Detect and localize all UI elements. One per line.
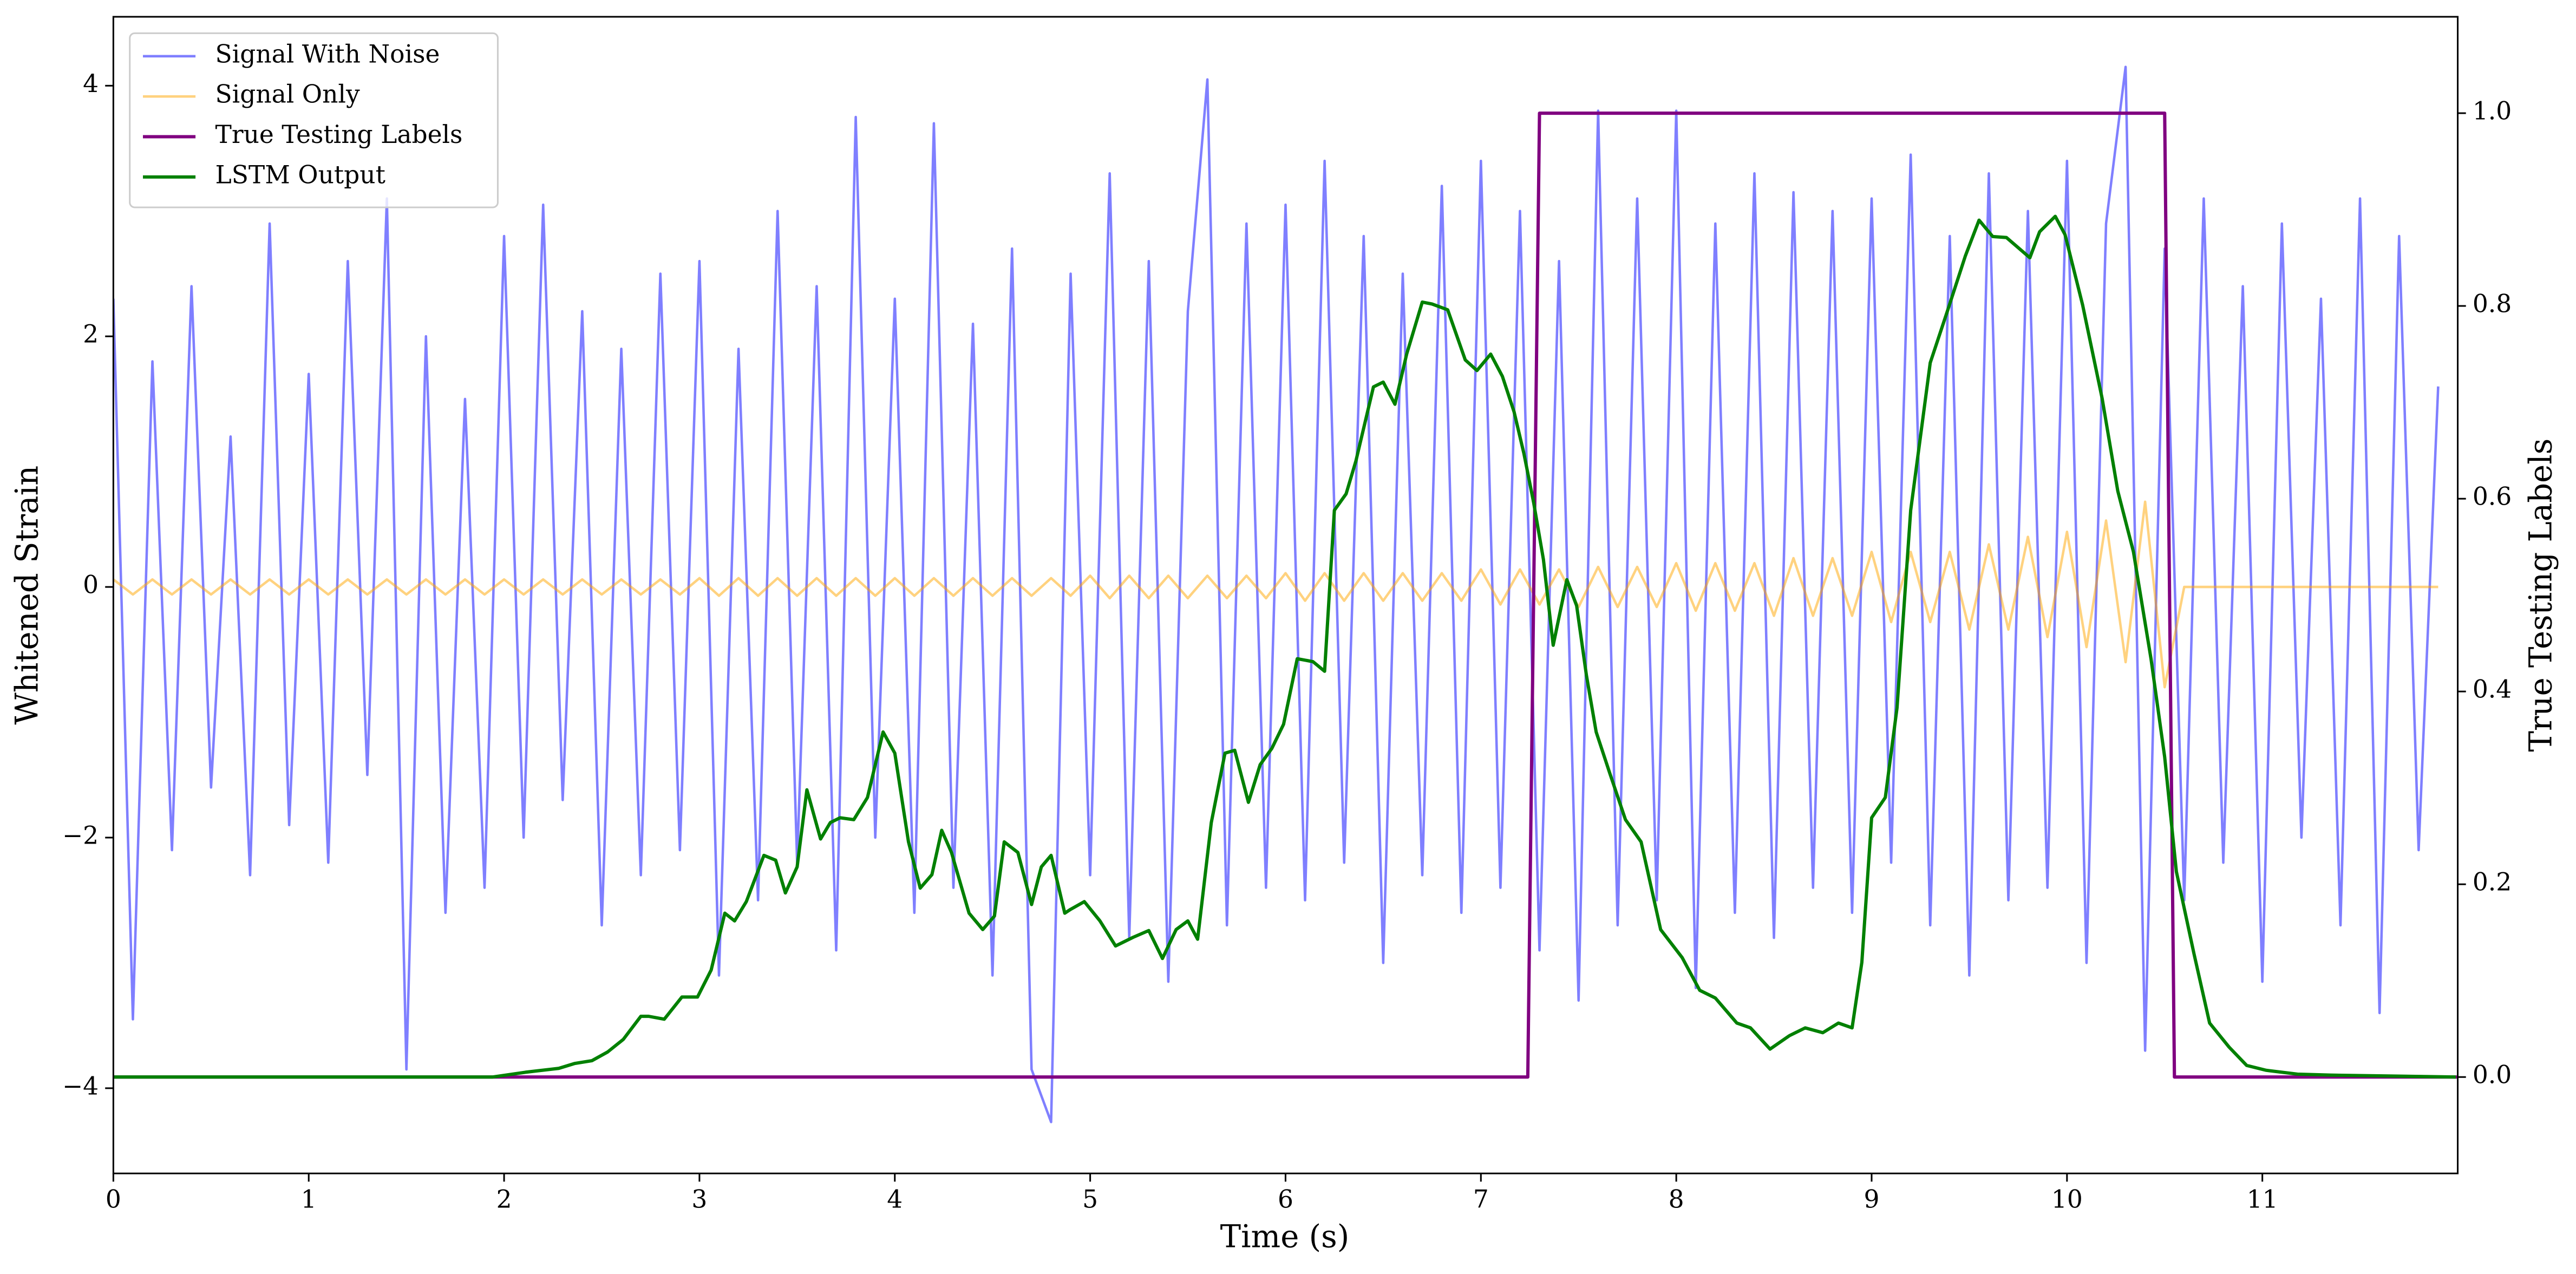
y2-tick-label: 0.2: [2473, 868, 2512, 897]
x-tick-label: 6: [1278, 1185, 1293, 1213]
x-axis-label: Time (s): [1220, 1218, 1350, 1255]
legend-label: LSTM Output: [215, 160, 385, 189]
y2-tick-label: 0.4: [2473, 675, 2512, 704]
legend-label: True Testing Labels: [215, 120, 463, 149]
y-tick-label: 4: [83, 69, 99, 98]
x-tick-label: 3: [691, 1185, 707, 1213]
plot-area: [113, 66, 2458, 1123]
y-tick-label: 2: [83, 320, 99, 349]
series-line: [113, 111, 2458, 1079]
y2-tick-label: 1.0: [2473, 97, 2512, 126]
y2-tick-label: 0.0: [2473, 1061, 2512, 1089]
x-tick-label: 1: [301, 1185, 317, 1213]
y2-tick-label: 0.6: [2473, 482, 2512, 511]
x-tick-label: 7: [1473, 1185, 1489, 1213]
series-line: [113, 214, 2456, 1079]
axes-frame: [112, 16, 2459, 1174]
y2-tick-label: 0.8: [2473, 290, 2512, 318]
y-tick-label: −4: [62, 1072, 99, 1100]
x-tick-label: 5: [1082, 1185, 1098, 1213]
x-tick-label: 9: [1864, 1185, 1880, 1213]
y2-axis-label: True Testing Labels: [2522, 439, 2559, 752]
x-tick-label: 2: [496, 1185, 512, 1213]
y-tick-label: −2: [62, 821, 99, 850]
y-tick-label: 0: [83, 571, 99, 599]
legend-label: Signal Only: [215, 80, 360, 109]
x-tick-label: 10: [2051, 1185, 2083, 1213]
y-axis-label: Whitened Strain: [9, 466, 45, 725]
legend-label: Signal With Noise: [215, 40, 440, 68]
x-tick-label: 0: [106, 1185, 121, 1213]
x-tick-label: 11: [2247, 1185, 2278, 1213]
legend-box: [129, 32, 499, 208]
series-line: [113, 500, 2438, 689]
x-tick-label: 4: [887, 1185, 903, 1213]
series-line: [113, 66, 2440, 1123]
legend: Signal With Noise Signal Only True Testing…: [129, 32, 499, 208]
x-tick-label: 8: [1669, 1185, 1684, 1213]
